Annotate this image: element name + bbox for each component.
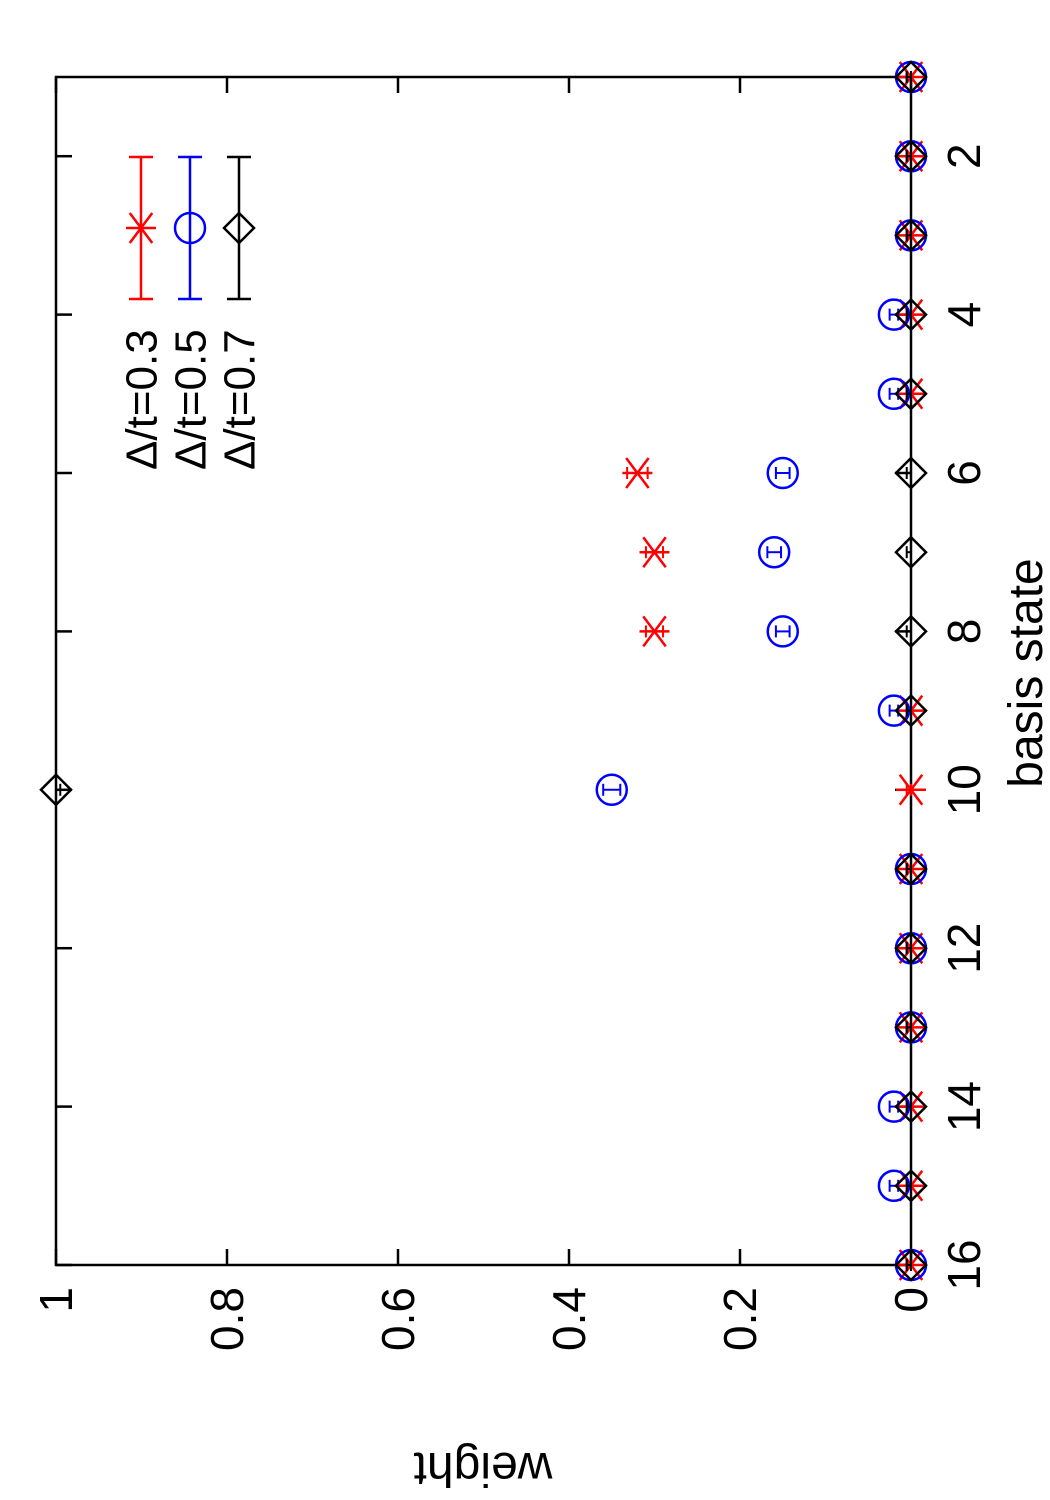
asterisk-stroke (642, 536, 667, 568)
data-point-diamond (894, 1169, 928, 1203)
plot-frame (54, 75, 913, 1267)
asterisk-stroke (898, 774, 924, 806)
x-tick-label: 6 (938, 460, 990, 486)
circle-outline (757, 535, 791, 569)
legend-label: Δ/t=0.3 (117, 329, 166, 470)
data-point-circle (766, 615, 799, 648)
y-axis-label: weight (414, 1442, 554, 1495)
y-tick-label: 0.6 (372, 1287, 424, 1351)
data-point-circle (766, 456, 799, 490)
data-point-diamond (894, 1010, 928, 1045)
y-tick-label: 0 (885, 1287, 937, 1313)
data-point-circle (595, 773, 628, 807)
legend-marker-asterisk (126, 212, 156, 244)
x-tick-label: 2 (938, 143, 990, 169)
y-tick-label: 0.2 (714, 1287, 766, 1351)
y-tick-label: 1 (30, 1287, 82, 1313)
asterisk-stroke (625, 457, 650, 489)
marks-layer (39, 60, 928, 1282)
legend-marker-diamond (222, 211, 256, 245)
data-point-diamond (894, 693, 928, 728)
diamond-outline (894, 297, 928, 332)
data-point-diamond (894, 377, 928, 411)
diamond-outline (222, 211, 256, 245)
diamond-outline (894, 218, 928, 253)
data-point-diamond (894, 1248, 928, 1282)
circle-outline (766, 456, 799, 490)
diamond-outline (894, 60, 928, 94)
diamond-outline (894, 614, 928, 649)
axes-layer: 2 4 6 8 10 12 14 160 0.2 0.4 0.6 0.8 1 (30, 75, 990, 1351)
diamond-outline (894, 693, 928, 728)
legend-marker-circle (173, 211, 207, 245)
data-point-diamond (39, 773, 73, 807)
diamond-outline (894, 1089, 928, 1124)
data-point-diamond (894, 535, 928, 569)
data-point-asterisk (622, 457, 653, 489)
x-tick-label: 16 (938, 1239, 990, 1290)
data-point-diamond (894, 931, 928, 965)
diamond-outline (39, 773, 73, 807)
x-tick-label: 8 (938, 619, 990, 645)
diamond-outline (894, 931, 928, 965)
diamond-outline (894, 535, 928, 569)
data-point-asterisk (639, 615, 670, 648)
x-tick-label: 4 (938, 302, 990, 328)
x-axis-label: basis state (1000, 558, 1050, 787)
x-tick-label: 10 (938, 764, 990, 815)
x-tick-label: 12 (938, 923, 990, 974)
asterisk-stroke (128, 212, 154, 244)
data-point-asterisk (896, 774, 926, 806)
x-tick-label: 14 (938, 1081, 990, 1132)
asterisk-stroke (642, 615, 667, 648)
legend-label: Δ/t=0.5 (166, 329, 215, 470)
diamond-outline (894, 456, 928, 490)
data-point-diamond (894, 456, 928, 490)
data-point-diamond (894, 852, 928, 886)
data-point-diamond (894, 297, 928, 332)
y-tick-label: 0.8 (201, 1287, 253, 1351)
diamond-outline (894, 852, 928, 886)
circle-outline (173, 211, 207, 245)
diamond-outline (894, 1248, 928, 1282)
legend: Δ/t=0.3 Δ/t=0.5 Δ/t=0.7 (117, 155, 264, 470)
data-point-diamond (894, 218, 928, 253)
y-tick-label: 0.4 (543, 1287, 595, 1351)
legend-label: Δ/t=0.7 (215, 329, 264, 470)
data-point-asterisk (639, 536, 670, 568)
data-point-diamond (894, 1089, 928, 1124)
data-point-diamond (894, 139, 928, 173)
circle-outline (766, 615, 799, 648)
data-point-diamond (894, 60, 928, 94)
diamond-outline (894, 1010, 928, 1045)
circle-outline (595, 773, 628, 807)
data-point-diamond (894, 614, 928, 649)
diamond-outline (894, 139, 928, 173)
diamond-outline (894, 1169, 928, 1203)
diamond-outline (894, 377, 928, 411)
data-point-circle (757, 535, 791, 569)
